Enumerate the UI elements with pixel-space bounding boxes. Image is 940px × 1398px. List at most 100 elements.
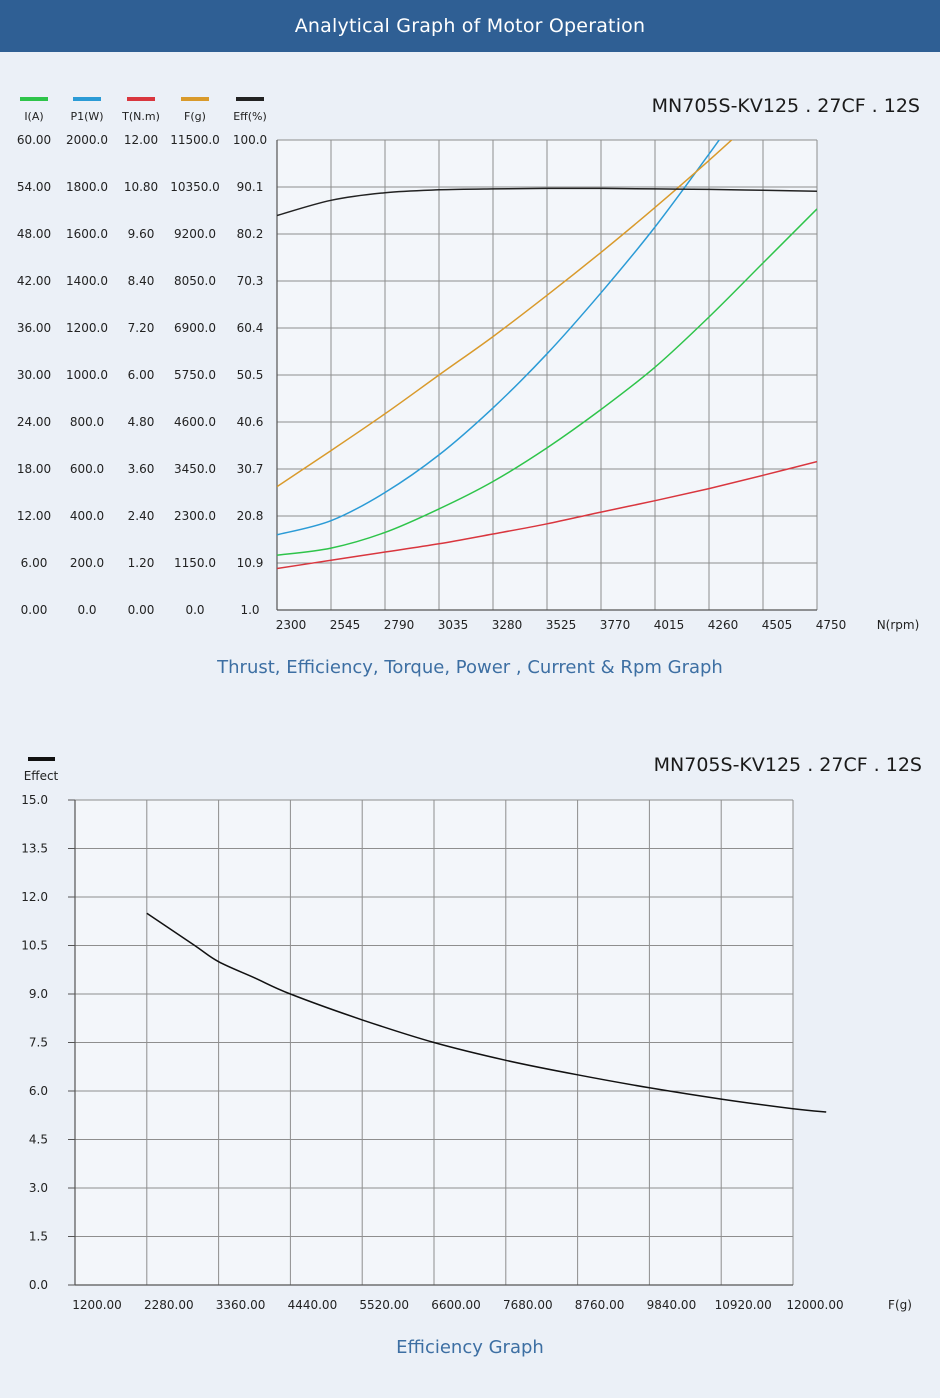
y-tick-label: 13.5 — [21, 842, 48, 856]
y-tick-label: 1600.0 — [66, 227, 108, 241]
y-tick-label: 10.9 — [237, 556, 264, 570]
y-tick-label: 600.0 — [70, 462, 104, 476]
y-tick-label: 1800.0 — [66, 180, 108, 194]
y-tick-label: 40.6 — [237, 415, 264, 429]
y-tick-label: 1200.0 — [66, 321, 108, 335]
x-tick-label: 3360.00 — [216, 1298, 266, 1312]
page-title: Analytical Graph of Motor Operation — [294, 15, 646, 37]
legend-swatch — [28, 757, 55, 761]
y-tick-label: 7.20 — [128, 321, 155, 335]
y-tick-label: 6.0 — [29, 1084, 48, 1098]
x-tick-label: 6600.00 — [431, 1298, 481, 1312]
y-tick-label: 0.0 — [185, 603, 204, 617]
y-tick-label: 800.0 — [70, 415, 104, 429]
model-title: MN705S-KV125 . 27CF . 12S — [654, 754, 922, 776]
y-tick-label: 11500.0 — [170, 133, 220, 147]
legend-swatch-0 — [20, 97, 48, 101]
y-tick-label: 10.5 — [21, 939, 48, 953]
x-axis-label: F(g) — [888, 1298, 912, 1312]
y-tick-label: 12.00 — [124, 133, 158, 147]
y-tick-label: 18.00 — [17, 462, 51, 476]
y-tick-label: 2000.0 — [66, 133, 108, 147]
y-tick-label: 6900.0 — [174, 321, 216, 335]
x-tick-label: 1200.00 — [72, 1298, 122, 1312]
x-tick-label: 3525 — [546, 618, 577, 632]
x-tick-label: 10920.00 — [715, 1298, 772, 1312]
x-tick-label: 9840.00 — [647, 1298, 697, 1312]
legend-swatch-3 — [181, 97, 209, 101]
y-tick-label: 6.00 — [21, 556, 48, 570]
y-tick-label: 4.80 — [128, 415, 155, 429]
y-tick-label: 30.7 — [237, 462, 264, 476]
x-tick-label: 7680.00 — [503, 1298, 553, 1312]
y-tick-label: 24.00 — [17, 415, 51, 429]
y-tick-label: 1.0 — [240, 603, 259, 617]
y-tick-label: 0.00 — [128, 603, 155, 617]
y-tick-label: 2.40 — [128, 509, 155, 523]
y-tick-label: 100.0 — [233, 133, 267, 147]
legend-swatch-2 — [127, 97, 155, 101]
efficiency-chart: Effect MN705S-KV125 . 27CF . 12S 0.0 1.5 3.0… — [21, 754, 922, 1312]
x-tick-label: 3280 — [492, 618, 523, 632]
y-tick-label: 60.4 — [237, 321, 264, 335]
x-tick-label: 4440.00 — [288, 1298, 338, 1312]
y-tick-label: 50.5 — [237, 368, 264, 382]
series-line-T(N.m) — [277, 460, 817, 570]
y-tick-label: 9.0 — [29, 987, 48, 1001]
y-tick-label: 20.8 — [237, 509, 264, 523]
y-tick-label: 0.0 — [77, 603, 96, 617]
y-tick-label: 60.00 — [17, 133, 51, 147]
y-tick-label: 6.00 — [128, 368, 155, 382]
y-tick-label: 12.00 — [17, 509, 51, 523]
series-line-effect — [146, 912, 827, 1113]
model-title: MN705S-KV125 . 27CF . 12S — [652, 95, 920, 117]
legend-label: I(A) — [24, 110, 43, 123]
y-tick-label: 3450.0 — [174, 462, 216, 476]
x-axis-label: N(rpm) — [877, 618, 920, 632]
y-tick-label: 2300.0 — [174, 509, 216, 523]
y-tick-label: 1400.0 — [66, 274, 108, 288]
y-tick-label: 400.0 — [70, 509, 104, 523]
x-tick-label: 2280.00 — [144, 1298, 194, 1312]
y-tick-label: 0.00 — [21, 603, 48, 617]
y-tick-label: 54.00 — [17, 180, 51, 194]
legend-label: F(g) — [184, 110, 206, 123]
series-line-P1(W) — [277, 140, 721, 536]
x-tick-label: 2300 — [276, 618, 307, 632]
series-line-F(g) — [277, 140, 733, 488]
x-tick-label: 8760.00 — [575, 1298, 625, 1312]
x-tick-label: 4750 — [816, 618, 847, 632]
y-tick-label: 7.5 — [29, 1036, 48, 1050]
y-tick-label: 3.60 — [128, 462, 155, 476]
series-line-Eff(%) — [277, 187, 817, 217]
y-tick-label: 36.00 — [17, 321, 51, 335]
y-tick-label: 70.3 — [237, 274, 264, 288]
y-tick-label: 48.00 — [17, 227, 51, 241]
y-tick-label: 0.0 — [29, 1278, 48, 1292]
x-tick-label: 12000.00 — [786, 1298, 843, 1312]
y-tick-label: 10.80 — [124, 180, 158, 194]
page-banner: Analytical Graph of Motor Operation — [0, 0, 940, 52]
y-tick-label: 5750.0 — [174, 368, 216, 382]
y-tick-label: 4.5 — [29, 1133, 48, 1147]
y-tick-label: 80.2 — [237, 227, 264, 241]
y-tick-label: 1150.0 — [174, 556, 216, 570]
x-tick-label: 4260 — [708, 618, 739, 632]
x-tick-label: 2545 — [330, 618, 361, 632]
x-tick-label: 4015 — [654, 618, 685, 632]
x-tick-label: 3770 — [600, 618, 631, 632]
x-tick-label: 2790 — [384, 618, 415, 632]
series-line-I(A) — [277, 208, 817, 556]
y-tick-label: 9.60 — [128, 227, 155, 241]
y-tick-label: 30.00 — [17, 368, 51, 382]
efficiency-chart-caption: Efficiency Graph — [396, 1337, 544, 1358]
performance-chart-caption: Thrust, Efficiency, Torque, Power , Curr… — [217, 657, 723, 678]
x-tick-label: 4505 — [762, 618, 793, 632]
y-tick-label: 3.0 — [29, 1181, 48, 1195]
legend-label: T(N.m) — [121, 110, 160, 123]
y-tick-label: 15.0 — [21, 793, 48, 807]
y-tick-label: 1.20 — [128, 556, 155, 570]
y-tick-label: 90.1 — [237, 180, 264, 194]
legend-label: P1(W) — [70, 110, 103, 123]
x-tick-label: 3035 — [438, 618, 469, 632]
